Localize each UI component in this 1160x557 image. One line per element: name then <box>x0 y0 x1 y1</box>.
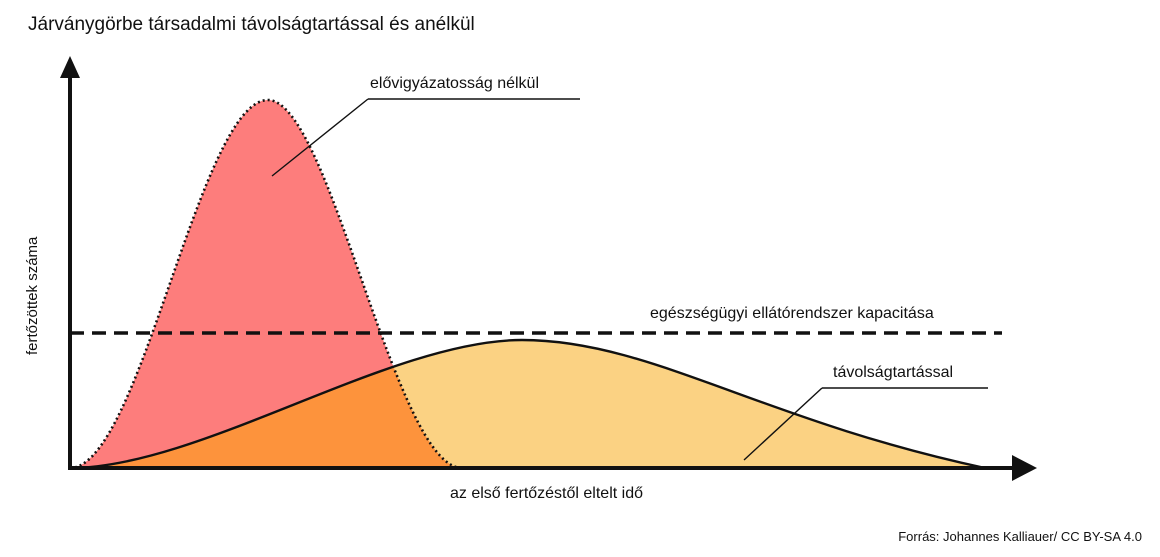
y-axis-label: fertőzöttek száma <box>24 236 41 355</box>
peak-curve-area <box>70 100 462 468</box>
x-axis-label: az első fertőzéstől eltelt idő <box>450 485 643 502</box>
flat-leader-diagonal <box>743 387 823 461</box>
flat-curve-outline <box>69 338 986 470</box>
y-axis-arrowhead <box>60 56 80 78</box>
annotation-with-distancing: távolságtartással <box>833 364 954 381</box>
annotation-without-precautions: elővigyázatosság nélkül <box>370 75 539 92</box>
peak-curve-outline <box>69 98 463 470</box>
x-axis-arrowhead <box>1012 455 1037 481</box>
page-title: Járványgörbe társadalmi távolságtartássa… <box>28 14 475 35</box>
source-credit: Forrás: Johannes Kalliauer/ CC BY-SA 4.0 <box>898 529 1142 544</box>
annotation-capacity: egészségügyi ellátórendszer kapacitása <box>650 305 934 322</box>
peak-leader-diagonal <box>271 98 369 177</box>
